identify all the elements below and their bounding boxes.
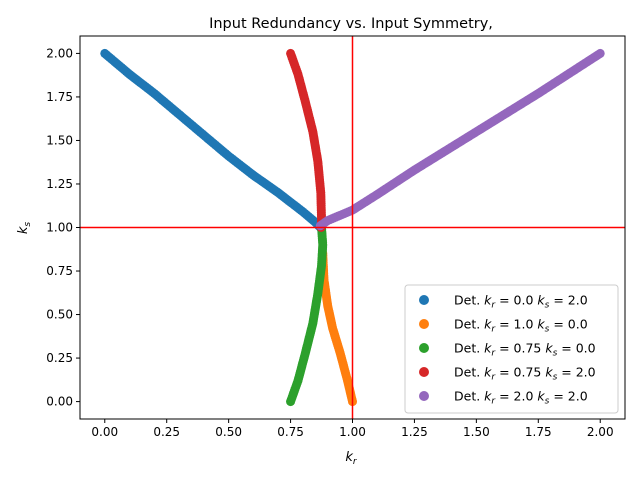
x-tick-label: 1.75 [525,425,552,439]
series-0 [100,48,325,232]
y-tick-label: 2.00 [46,46,73,60]
legend-marker [419,367,429,377]
x-tick-label: 0.25 [153,425,180,439]
x-axis-label: kr [345,450,358,467]
x-tick-label: 1.50 [463,425,490,439]
y-tick-label: 0.50 [46,308,73,322]
legend: Det. kr = 0.0 ks = 2.0 Det. kr = 1.0 ks =… [404,284,619,414]
legend-marker [419,319,429,329]
series-4 [315,48,605,231]
series-2 [286,223,328,407]
x-tick-label: 1.00 [339,425,366,439]
legend-entry: Det. kr = 0.0 ks = 2.0 [419,293,588,311]
chart-title: Input Redundancy vs. Input Symmetry, [209,16,493,32]
x-tick-label: 2.00 [587,425,614,439]
legend-label: Det. kr = 0.0 ks = 2.0 [454,293,588,311]
legend-marker [419,391,429,401]
legend-label: Det. kr = 0.75 ks = 2.0 [454,365,596,383]
axes: 0.00 0.25 0.50 0.75 1.00 1.25 1.50 1.75 2.00 0.00… [46,35,626,439]
y-tick-label: 1.50 [46,133,73,147]
x-tick-label: 1.25 [401,425,428,439]
y-tick-label: 0.25 [46,351,73,365]
legend-label: Det. kr = 1.0 ks = 0.0 [454,317,588,335]
y-tick-label: 0.75 [46,264,73,278]
y-tick-label: 1.75 [46,90,73,104]
y-tick-label: 1.25 [46,177,73,191]
legend-entry: Det. kr = 1.0 ks = 0.0 [419,317,588,335]
x-tick-label: 0.00 [91,425,118,439]
legend-label: Det. kr = 0.75 ks = 0.0 [454,341,596,359]
legend-marker [419,295,429,305]
y-tick-label: 1.00 [46,221,73,235]
plot-area [80,36,625,419]
legend-box [404,284,619,414]
data-point [595,48,605,58]
y-axis-label: ks [16,222,33,235]
x-tick-label: 0.50 [215,425,242,439]
x-tick-label: 0.75 [277,425,304,439]
legend-label: Det. kr = 2.0 ks = 2.0 [454,389,588,407]
legend-entry: Det. kr = 0.75 ks = 0.0 [419,341,596,359]
y-tick-label: 0.00 [46,395,73,409]
legend-entry: Det. kr = 0.75 ks = 2.0 [419,365,596,383]
legend-entry: Det. kr = 2.0 ks = 2.0 [419,389,588,407]
legend-marker [419,343,429,353]
